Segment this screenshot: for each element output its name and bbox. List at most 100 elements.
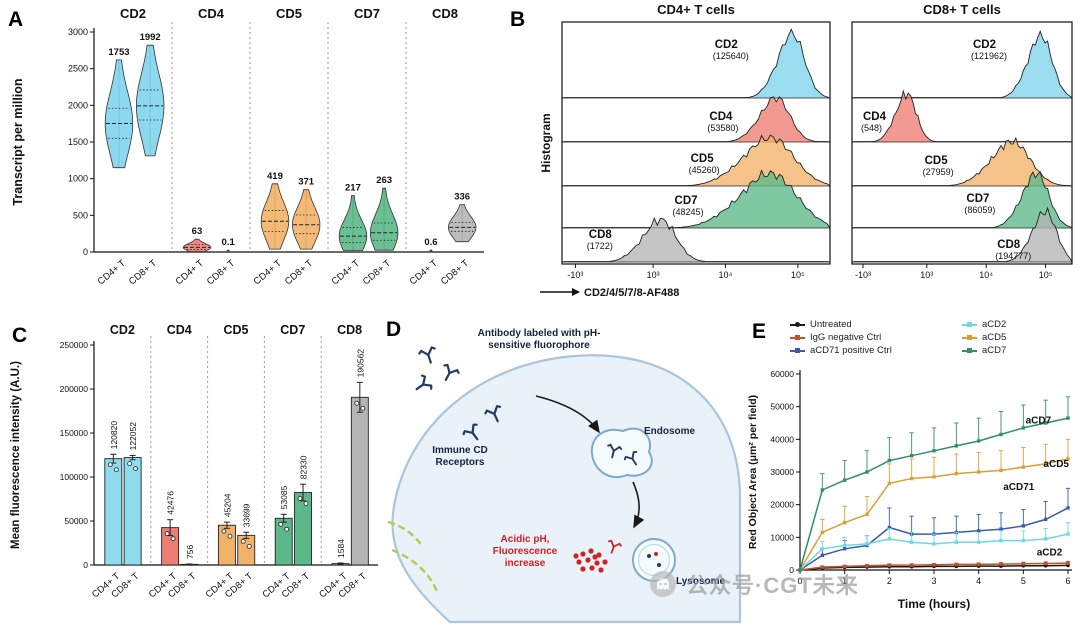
bar-value-label: 120820 bbox=[109, 421, 119, 450]
ridge-name-label: CD5 bbox=[925, 155, 949, 167]
marker bbox=[1043, 537, 1048, 541]
bar bbox=[294, 492, 312, 566]
ridge-value-label: (45260) bbox=[689, 165, 720, 175]
data-point bbox=[246, 543, 252, 549]
antibody-label: Antibody labeled with pH-sensitive fluor… bbox=[477, 328, 601, 351]
ridge-CD8 bbox=[562, 216, 830, 263]
ridge-value-label: (194777) bbox=[995, 251, 1031, 261]
y-tick-label: 200000 bbox=[60, 384, 89, 394]
legend-item: aCD71 positive Ctrl bbox=[790, 345, 962, 356]
marker bbox=[887, 525, 892, 530]
y-tick-label: 40000 bbox=[770, 434, 794, 444]
legend-label: aCD5 bbox=[982, 332, 1007, 343]
legend-swatch bbox=[790, 335, 805, 340]
violin-body bbox=[104, 59, 134, 169]
bar bbox=[350, 396, 369, 566]
marker-label: CD5 bbox=[223, 323, 248, 337]
y-tick-label: 150000 bbox=[60, 428, 89, 438]
violin-point bbox=[226, 249, 230, 253]
ridge-CD5 bbox=[852, 136, 1072, 187]
trafficking-arrow bbox=[632, 481, 645, 529]
y-tick-label: 1500 bbox=[68, 137, 88, 147]
bar-chart: 0 50000 100000 150000 200000 250000 Mean fluor… bbox=[10, 323, 378, 600]
ghost-icon bbox=[650, 571, 676, 597]
ridge-CD2 bbox=[852, 30, 1072, 99]
ridge-value-label: (86059) bbox=[964, 205, 995, 215]
ridge-group bbox=[852, 30, 1072, 263]
y-tick-label: 60000 bbox=[770, 369, 794, 379]
marker-label: CD7 bbox=[354, 6, 380, 21]
x-tick-label: 10³ bbox=[920, 270, 933, 280]
y-tick-label: 3000 bbox=[68, 27, 88, 37]
y-axis-title: Transcript per million bbox=[11, 78, 25, 205]
data-point bbox=[240, 538, 246, 544]
panel-b-histograms: B Histogram CD4+ T cells CD2 (125640) CD4 (53… bbox=[500, 0, 1078, 310]
subpanel-title: CD8+ T cells bbox=[923, 2, 1001, 17]
neighbor-cell-edge bbox=[387, 520, 423, 547]
y-tick-label: 0 bbox=[83, 560, 88, 570]
x-tick-label: 3 bbox=[931, 576, 936, 586]
value-label: 371 bbox=[298, 177, 315, 188]
ridge-name-label: CD4 bbox=[863, 111, 887, 123]
x-tick-label: 10⁵ bbox=[791, 270, 805, 280]
receptors-label: Immune CD Receptors bbox=[432, 445, 488, 468]
bar bbox=[217, 524, 236, 566]
x-tick-label: -10³ bbox=[855, 270, 871, 280]
marker bbox=[1066, 506, 1070, 510]
series-inline-label: aCD71 bbox=[1003, 482, 1035, 493]
series-inline-label: aCD7 bbox=[1026, 416, 1052, 427]
ridge-name-label: CD7 bbox=[966, 193, 989, 205]
y-tick-label: 250000 bbox=[60, 340, 89, 350]
marker-label: CD2 bbox=[110, 323, 135, 337]
ridge-CD7 bbox=[562, 169, 830, 229]
marker bbox=[976, 529, 981, 533]
bar-value-label: 53085 bbox=[279, 485, 289, 509]
line-chart: 0 10000 20000 30000 40000 50000 60000 0 1 2 3 4 5 6 Re… bbox=[747, 369, 1072, 611]
marker bbox=[820, 488, 825, 492]
ridge-CD2 bbox=[562, 28, 830, 99]
marker bbox=[1066, 532, 1070, 536]
violin-body bbox=[447, 204, 477, 243]
ridge-name-label: CD5 bbox=[691, 153, 715, 165]
y-axis-title: Histogram bbox=[539, 113, 553, 172]
marker bbox=[820, 547, 825, 551]
marker bbox=[1066, 457, 1070, 461]
ridge-group bbox=[562, 28, 830, 263]
panel-b-letter: B bbox=[510, 8, 526, 31]
marker bbox=[865, 512, 869, 517]
data-point bbox=[227, 533, 233, 539]
x-tick-label: 10⁵ bbox=[1039, 270, 1053, 280]
marker bbox=[909, 476, 914, 481]
marker bbox=[842, 543, 847, 548]
marker bbox=[1021, 465, 1026, 469]
marker bbox=[1021, 562, 1026, 566]
y-tick-label: 2500 bbox=[68, 64, 88, 74]
marker bbox=[976, 439, 981, 443]
y-axis-title: Mean fluorescence intensity (A.U.) bbox=[10, 361, 22, 549]
marker bbox=[842, 564, 847, 569]
value-label: 263 bbox=[376, 175, 392, 186]
x-axis-arrowhead bbox=[572, 288, 580, 296]
value-label: 336 bbox=[454, 192, 470, 203]
data-point bbox=[221, 528, 227, 534]
plot-box bbox=[561, 21, 831, 265]
x-category-label: CD4+ T bbox=[174, 258, 206, 288]
y-tick-label: 20000 bbox=[770, 500, 794, 510]
x-tick-label: 4 bbox=[976, 576, 981, 586]
marker-label: CD5 bbox=[276, 6, 302, 21]
marker bbox=[1043, 517, 1048, 522]
x-category-label: CD4+ T bbox=[330, 258, 362, 288]
marker-label: CD8 bbox=[432, 6, 458, 21]
ridge-name-label: CD8 bbox=[589, 229, 613, 241]
legend-item: aCD7 bbox=[962, 345, 1006, 356]
y-tick-label: 50000 bbox=[64, 516, 88, 526]
bar-value-label: 42476 bbox=[166, 491, 176, 515]
violin-body bbox=[182, 238, 212, 252]
legend-swatch bbox=[790, 348, 805, 353]
marker-label: CD7 bbox=[280, 323, 305, 337]
marker bbox=[887, 563, 892, 567]
panel-c-bars: C 0 50000 100000 150000 200000 250000 Mean flu… bbox=[6, 312, 384, 624]
x-category-label: CD4+ T bbox=[96, 258, 128, 288]
subpanel-title: CD4+ T cells bbox=[657, 2, 735, 17]
